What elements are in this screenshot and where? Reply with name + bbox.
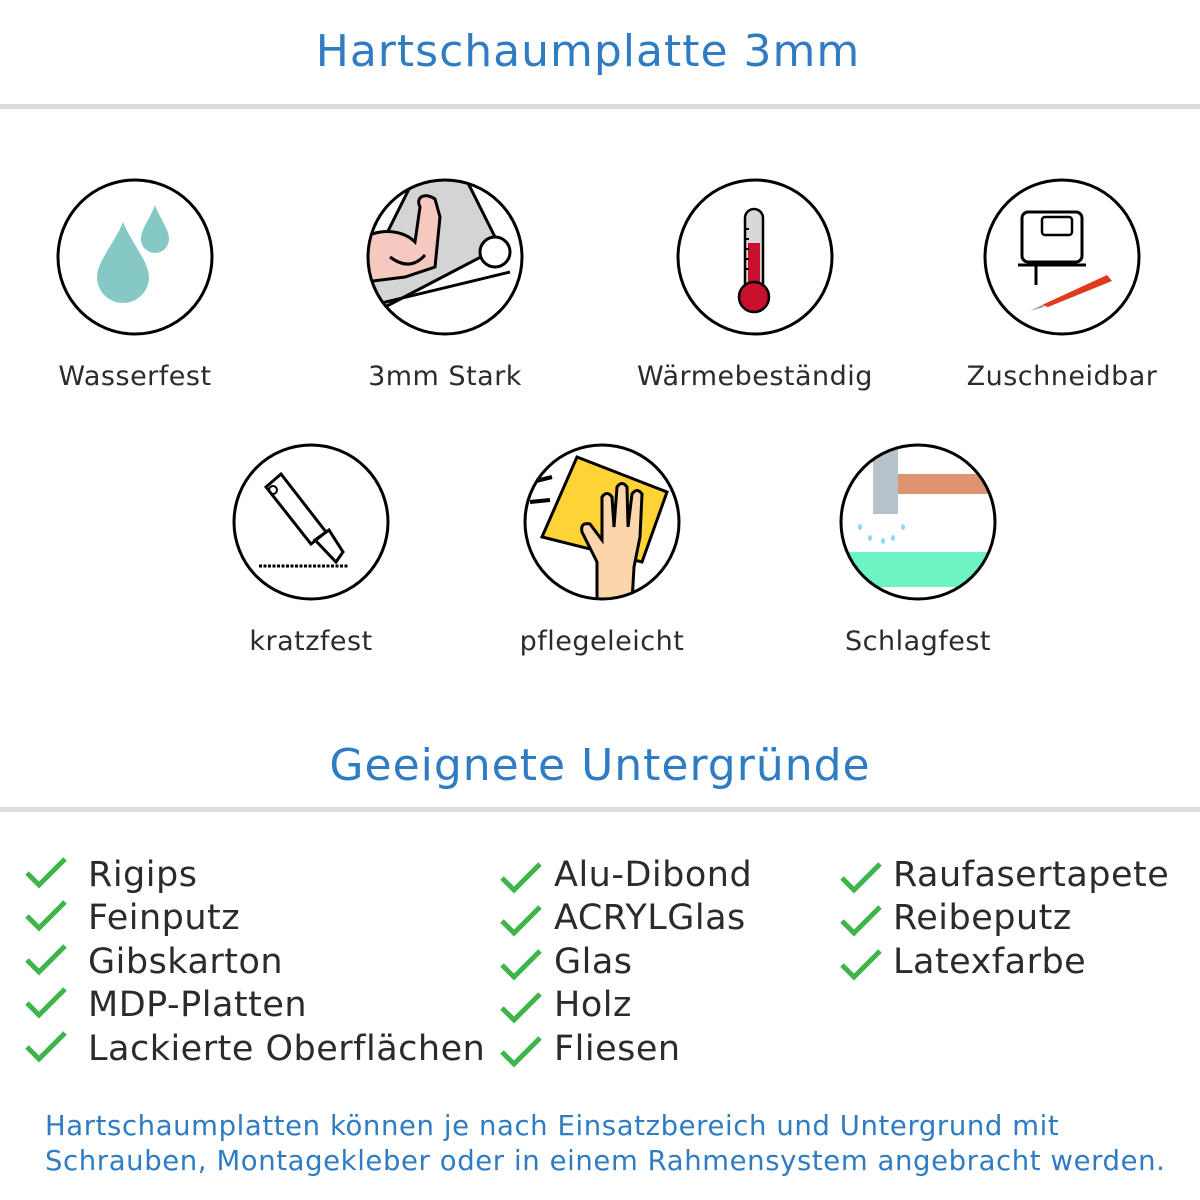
hand-sponge-icon bbox=[523, 443, 681, 601]
footer-note-line-1: Hartschaumplatten können je nach Einsatz… bbox=[45, 1110, 1060, 1142]
check-icon bbox=[840, 905, 882, 937]
surface-item: Latexfarbe bbox=[893, 942, 1087, 982]
surface-item: Reibeputz bbox=[893, 898, 1072, 938]
feature-label: Schlagfest bbox=[844, 626, 992, 657]
check-icon bbox=[25, 1031, 67, 1063]
divider bbox=[0, 807, 1200, 812]
water-drops-icon bbox=[56, 178, 214, 336]
surface-item: Rigips bbox=[88, 855, 198, 895]
surface-item: Glas bbox=[554, 942, 633, 982]
feature-label: pflegeleicht bbox=[519, 626, 685, 657]
cutter-knife-icon bbox=[232, 443, 390, 601]
feature-label: 3mm Stark bbox=[368, 361, 522, 392]
surface-item: ACRYLGlas bbox=[554, 898, 746, 938]
check-icon bbox=[840, 949, 882, 981]
check-icon bbox=[25, 900, 67, 932]
feature-label: kratzfest bbox=[249, 626, 373, 657]
surface-item: MDP-Platten bbox=[88, 985, 308, 1025]
surface-item: Alu-Dibond bbox=[554, 855, 753, 895]
feature-wasserfest: Wasserfest bbox=[0, 177, 285, 392]
footer-note-line-2: Schrauben, Montagekleber oder in einem R… bbox=[45, 1145, 1166, 1177]
feature-label: Zuschneidbar bbox=[966, 361, 1158, 392]
surface-item: Holz bbox=[554, 985, 632, 1025]
feature-3mm-stark: 3mm Stark bbox=[295, 177, 595, 392]
feature-schlagfest: Schlagfest bbox=[768, 442, 1068, 657]
jigsaw-cutter-icon bbox=[983, 178, 1141, 336]
surface-item: Lackierte Oberflächen bbox=[88, 1029, 486, 1069]
surface-item: Fliesen bbox=[554, 1029, 681, 1069]
check-icon bbox=[25, 987, 67, 1019]
feature-label: Wasserfest bbox=[58, 361, 212, 392]
surface-item: Gibskarton bbox=[88, 942, 284, 982]
surface-item: Feinputz bbox=[88, 898, 241, 938]
check-icon bbox=[500, 862, 542, 894]
check-icon bbox=[500, 1036, 542, 1068]
check-icon bbox=[840, 862, 882, 894]
feature-kratzfest: kratzfest bbox=[161, 442, 461, 657]
check-icon bbox=[500, 992, 542, 1024]
page-title: Hartschaumplatte 3mm bbox=[315, 26, 861, 77]
feature-waermebestaendig: Wärmebeständig bbox=[605, 177, 905, 392]
surface-item: Raufasertapete bbox=[893, 855, 1170, 895]
feature-label: Wärmebeständig bbox=[637, 361, 873, 392]
thermometer-icon bbox=[676, 178, 834, 336]
feature-pflegeleicht: pflegeleicht bbox=[452, 442, 752, 657]
check-icon bbox=[500, 905, 542, 937]
check-icon bbox=[25, 944, 67, 976]
section-heading: Geeignete Untergründe bbox=[329, 740, 871, 791]
hammer-icon bbox=[839, 443, 997, 601]
check-icon bbox=[500, 949, 542, 981]
divider bbox=[0, 104, 1200, 109]
check-icon bbox=[25, 857, 67, 889]
feature-zuschneidbar: Zuschneidbar bbox=[912, 177, 1200, 392]
strong-arm-icon bbox=[366, 178, 524, 336]
